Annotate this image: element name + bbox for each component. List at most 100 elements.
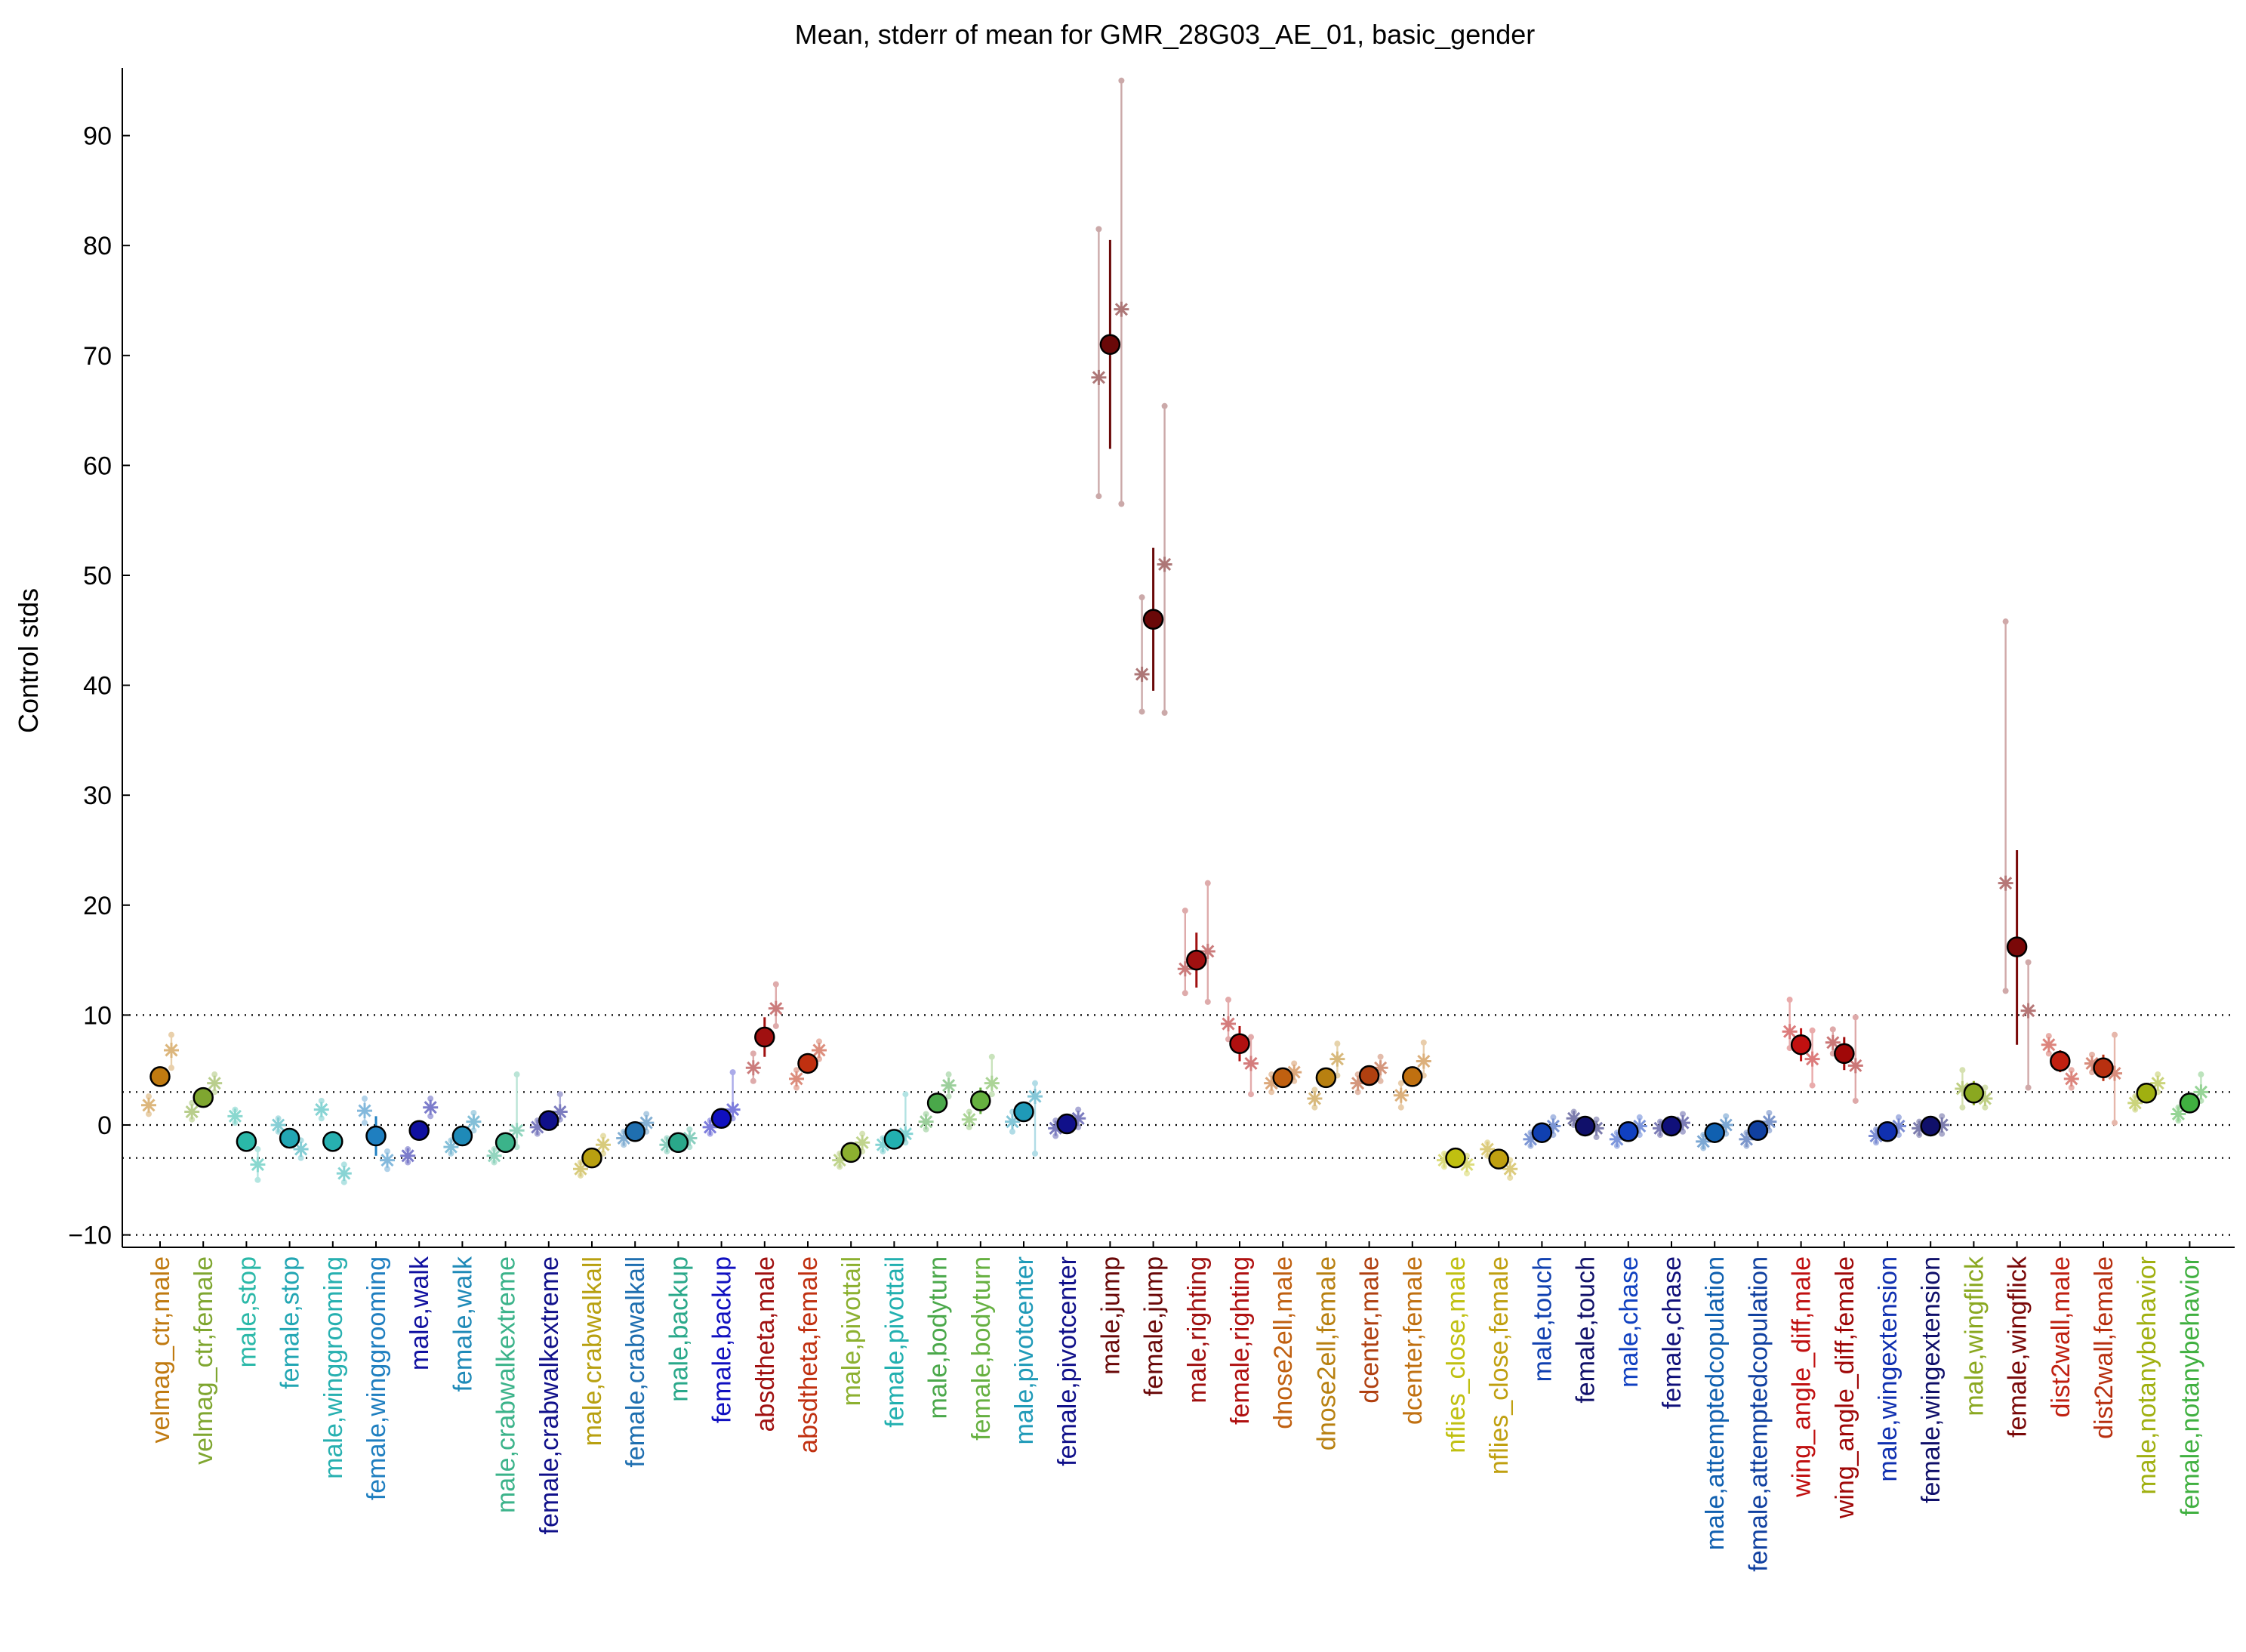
experiment-a-point bbox=[1998, 875, 2013, 891]
experiment-b-range-end bbox=[1593, 1116, 1600, 1123]
experiment-b-point bbox=[596, 1137, 611, 1153]
experiment-a-range-end bbox=[2045, 1033, 2052, 1040]
mean-point bbox=[1877, 1120, 1898, 1142]
star-stroke bbox=[337, 1167, 351, 1180]
experiment-b-range-end bbox=[1248, 1091, 1254, 1098]
category-mark-group bbox=[702, 1069, 741, 1137]
experiment-b-range-end bbox=[1420, 1039, 1427, 1046]
star-stroke bbox=[467, 1115, 480, 1129]
mean-point bbox=[1488, 1148, 1509, 1170]
experiment-b-range-end bbox=[2068, 1084, 2075, 1091]
mean-point bbox=[322, 1131, 344, 1152]
experiment-b-range-end bbox=[513, 1071, 520, 1078]
experiment-b-range-end bbox=[1939, 1113, 1946, 1120]
mean-point bbox=[2050, 1050, 2071, 1072]
star-stroke bbox=[1114, 303, 1128, 316]
mean-point bbox=[1834, 1043, 1855, 1065]
star-stroke bbox=[1394, 1089, 1408, 1102]
category-mark-group bbox=[1091, 77, 1129, 507]
experiment-b-range-end bbox=[384, 1148, 390, 1154]
experiment-b-range-end bbox=[168, 1065, 174, 1071]
category-mark-group bbox=[2171, 1071, 2209, 1124]
experiment-b-range-end bbox=[384, 1166, 390, 1173]
category-mark-group bbox=[1307, 1040, 1345, 1111]
category-mark-group bbox=[1955, 1067, 1993, 1111]
experiment-b-range-end bbox=[1161, 710, 1168, 716]
data-marks bbox=[141, 77, 2209, 1185]
x-tick-label: dist2wall,male bbox=[2047, 1256, 2075, 1418]
y-axis-title: Control stds bbox=[13, 588, 44, 733]
experiment-b-point bbox=[1416, 1053, 1431, 1069]
experiment-b-range-end bbox=[168, 1031, 174, 1038]
experiment-a-range-end bbox=[1138, 594, 1145, 601]
star-stroke bbox=[1826, 1036, 1840, 1049]
x-tick-label: dcenter,female bbox=[1399, 1256, 1428, 1425]
category-mark-group bbox=[1221, 997, 1259, 1098]
x-tick-label: male,crabwalkextreme bbox=[492, 1256, 521, 1513]
x-tick-label: absdtheta,male bbox=[751, 1256, 780, 1432]
mean-point bbox=[970, 1090, 991, 1111]
experiment-a-point bbox=[1134, 667, 1150, 683]
experiment-b-range-end bbox=[211, 1071, 218, 1078]
mean-point bbox=[1186, 949, 1207, 971]
x-tick-label: female,winggrooming bbox=[362, 1256, 391, 1500]
experiment-a-range-end bbox=[2002, 618, 2009, 625]
category-mark-group bbox=[1998, 618, 2036, 1091]
experiment-a-point bbox=[789, 1071, 804, 1086]
mean-point bbox=[797, 1053, 818, 1074]
mean-point bbox=[754, 1026, 775, 1048]
experiment-b-point bbox=[423, 1099, 439, 1115]
experiment-a-range-end bbox=[1182, 908, 1188, 914]
x-tick-label: dnose2ell,male bbox=[1269, 1256, 1298, 1429]
star-stroke bbox=[1503, 1162, 1517, 1176]
experiment-b-range-end bbox=[1204, 880, 1211, 886]
star-stroke bbox=[228, 1109, 242, 1123]
star-stroke bbox=[1978, 1092, 1992, 1105]
experiment-b-range-end bbox=[2155, 1071, 2161, 1078]
y-tick-label: 10 bbox=[83, 1001, 112, 1030]
category-mark-group bbox=[227, 1106, 266, 1183]
y-tick-label: 90 bbox=[83, 122, 112, 151]
experiment-b-range-end bbox=[2068, 1067, 2075, 1074]
experiment-a-range-end bbox=[1095, 493, 1102, 500]
experiment-a-range-end bbox=[1138, 708, 1145, 715]
mean-point bbox=[365, 1125, 387, 1147]
experiment-a-range-end bbox=[2002, 988, 2009, 994]
experiment-a-range-end bbox=[362, 1120, 368, 1127]
mean-point bbox=[1574, 1115, 1596, 1137]
star-stroke bbox=[769, 1002, 783, 1016]
experiment-b-point bbox=[812, 1042, 827, 1058]
experiment-b-range-end bbox=[1680, 1111, 1686, 1117]
mean-point bbox=[1747, 1120, 1769, 1142]
mean-point bbox=[193, 1086, 214, 1108]
experiment-b-range-end bbox=[945, 1071, 952, 1078]
category-mark-group bbox=[2041, 1033, 2079, 1091]
star-stroke bbox=[2085, 1056, 2099, 1071]
category-mark-group bbox=[1609, 1114, 1647, 1149]
x-tick-label: female,chase bbox=[1658, 1256, 1687, 1409]
experiment-a-point bbox=[400, 1148, 416, 1163]
experiment-b-point bbox=[1027, 1089, 1043, 1105]
mean-point bbox=[1963, 1083, 1985, 1104]
experiment-b-point bbox=[768, 1000, 784, 1016]
category-mark-group bbox=[573, 1133, 611, 1179]
experiment-b-point bbox=[336, 1166, 352, 1182]
experiment-b-range-end bbox=[1507, 1174, 1514, 1181]
category-mark-group bbox=[918, 1071, 957, 1133]
category-mark-group bbox=[875, 1091, 913, 1154]
x-tick-label: male,jump bbox=[1096, 1256, 1125, 1375]
category-mark-group bbox=[184, 1071, 223, 1123]
x-tick-label: male,notanybehavior bbox=[2133, 1256, 2161, 1495]
experiment-b-range-end bbox=[1723, 1113, 1730, 1120]
x-tick-label: male,wingflick bbox=[1960, 1256, 1989, 1416]
experiment-b-range-end bbox=[600, 1133, 606, 1139]
mean-point bbox=[1531, 1122, 1553, 1143]
category-labels: velmag_ctr,male velmag_ctr,female male,sto… bbox=[146, 1241, 2204, 1572]
y-tick-label: 30 bbox=[83, 781, 112, 810]
category-mark-group bbox=[1005, 1080, 1043, 1157]
experiment-b-range-end bbox=[772, 1022, 779, 1029]
x-tick-label: male,stop bbox=[233, 1256, 261, 1367]
experiment-b-range-end bbox=[1032, 1080, 1038, 1086]
experiment-a-point bbox=[918, 1114, 934, 1130]
